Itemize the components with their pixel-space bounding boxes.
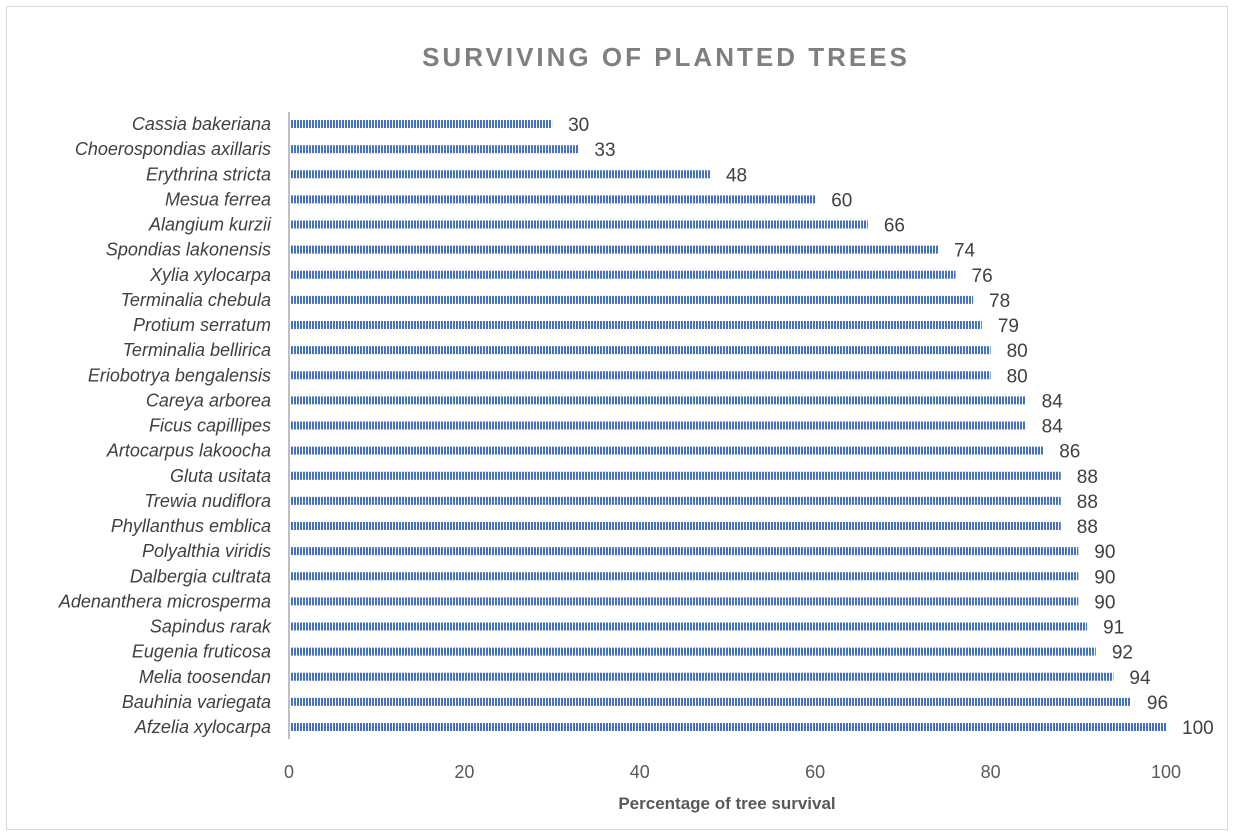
category-label: Ficus capillipes	[149, 416, 271, 436]
value-label: 91	[1103, 618, 1124, 639]
x-axis-title: Percentage of tree survival	[618, 794, 835, 813]
value-label: 48	[726, 165, 747, 186]
chart-title: SURVIVING OF PLANTED TREES	[422, 42, 910, 72]
x-tick-label: 20	[454, 762, 474, 782]
category-label: Terminalia chebula	[121, 290, 271, 310]
bar	[290, 522, 1061, 530]
bar	[290, 145, 579, 154]
bar	[290, 120, 553, 128]
value-label: 80	[1007, 366, 1028, 387]
value-label: 84	[1042, 417, 1064, 438]
bar	[290, 245, 938, 254]
bar	[290, 170, 710, 179]
value-label: 88	[1077, 492, 1098, 513]
x-tick-labels: 0 20 40 60 80 100	[284, 762, 1181, 782]
value-label: 94	[1129, 668, 1151, 689]
bar	[290, 195, 816, 204]
bar	[290, 572, 1079, 581]
category-label: Phyllanthus emblica	[111, 516, 271, 536]
category-label: Afzelia xylocarpa	[134, 717, 271, 737]
bar	[290, 396, 1026, 405]
bar	[290, 295, 974, 304]
category-label: Dalbergia cultrata	[130, 566, 271, 586]
bar	[290, 220, 868, 229]
category-labels: Cassia bakeriana Choerospondias axillaris…	[58, 114, 272, 737]
category-label: Eriobotrya bengalensis	[88, 365, 271, 385]
value-label: 30	[568, 115, 589, 136]
category-label: Eugenia fruticosa	[132, 642, 271, 662]
bar	[290, 346, 991, 355]
value-label: 90	[1094, 567, 1115, 588]
value-label: 88	[1077, 467, 1098, 488]
category-label: Choerospondias axillaris	[75, 139, 271, 159]
bar	[290, 723, 1166, 731]
value-label: 92	[1112, 643, 1133, 664]
value-label: 33	[594, 140, 615, 161]
category-label: Alangium kurzii	[148, 215, 272, 235]
bar	[290, 270, 956, 279]
value-label: 66	[884, 216, 905, 237]
category-label: Mesua ferrea	[165, 189, 271, 209]
bar	[290, 446, 1044, 455]
category-label: Polyalthia viridis	[142, 541, 271, 561]
x-tick-label: 100	[1151, 762, 1181, 782]
category-label: Erythrina stricta	[146, 164, 271, 184]
x-tick-label: 40	[630, 762, 650, 782]
bar	[290, 672, 1114, 681]
x-tick-label: 60	[805, 762, 825, 782]
bar	[290, 321, 982, 329]
category-label: Gluta usitata	[170, 466, 271, 486]
category-label: Bauhinia variegata	[122, 692, 271, 712]
value-label: 80	[1007, 341, 1028, 362]
value-label: 88	[1077, 517, 1098, 538]
value-label: 74	[954, 241, 976, 262]
value-label: 78	[989, 291, 1010, 312]
category-label: Adenanthera microsperma	[58, 591, 271, 611]
category-label: Spondias lakonensis	[106, 240, 271, 260]
bar	[290, 471, 1061, 480]
bar	[290, 371, 991, 380]
category-label: Xylia xylocarpa	[149, 265, 271, 285]
category-label: Cassia bakeriana	[132, 114, 271, 134]
value-label: 90	[1094, 542, 1115, 563]
category-label: Careya arborea	[146, 390, 271, 410]
value-label: 84	[1042, 391, 1064, 412]
bar	[290, 622, 1088, 631]
value-label: 79	[998, 316, 1019, 337]
category-label: Artocarpus lakoocha	[106, 441, 271, 461]
value-label: 96	[1147, 693, 1168, 714]
value-label: 60	[831, 190, 852, 211]
bar	[290, 496, 1061, 505]
bars-group	[290, 120, 1166, 731]
x-tick-label: 80	[981, 762, 1001, 782]
category-label: Trewia nudiflora	[144, 491, 271, 511]
bar	[290, 597, 1079, 606]
x-tick-label: 0	[284, 762, 294, 782]
bar	[290, 647, 1096, 656]
value-label: 100	[1182, 718, 1214, 739]
category-label: Protium serratum	[133, 315, 271, 335]
category-label: Melia toosendan	[139, 667, 271, 687]
bar	[290, 547, 1079, 556]
bar	[290, 421, 1026, 430]
bar	[290, 697, 1131, 706]
value-label: 76	[972, 266, 993, 287]
value-label: 90	[1094, 592, 1115, 613]
category-label: Sapindus rarak	[150, 617, 272, 637]
chart-frame	[6, 6, 1228, 830]
value-label: 86	[1059, 442, 1080, 463]
category-label: Terminalia bellirica	[123, 340, 271, 360]
